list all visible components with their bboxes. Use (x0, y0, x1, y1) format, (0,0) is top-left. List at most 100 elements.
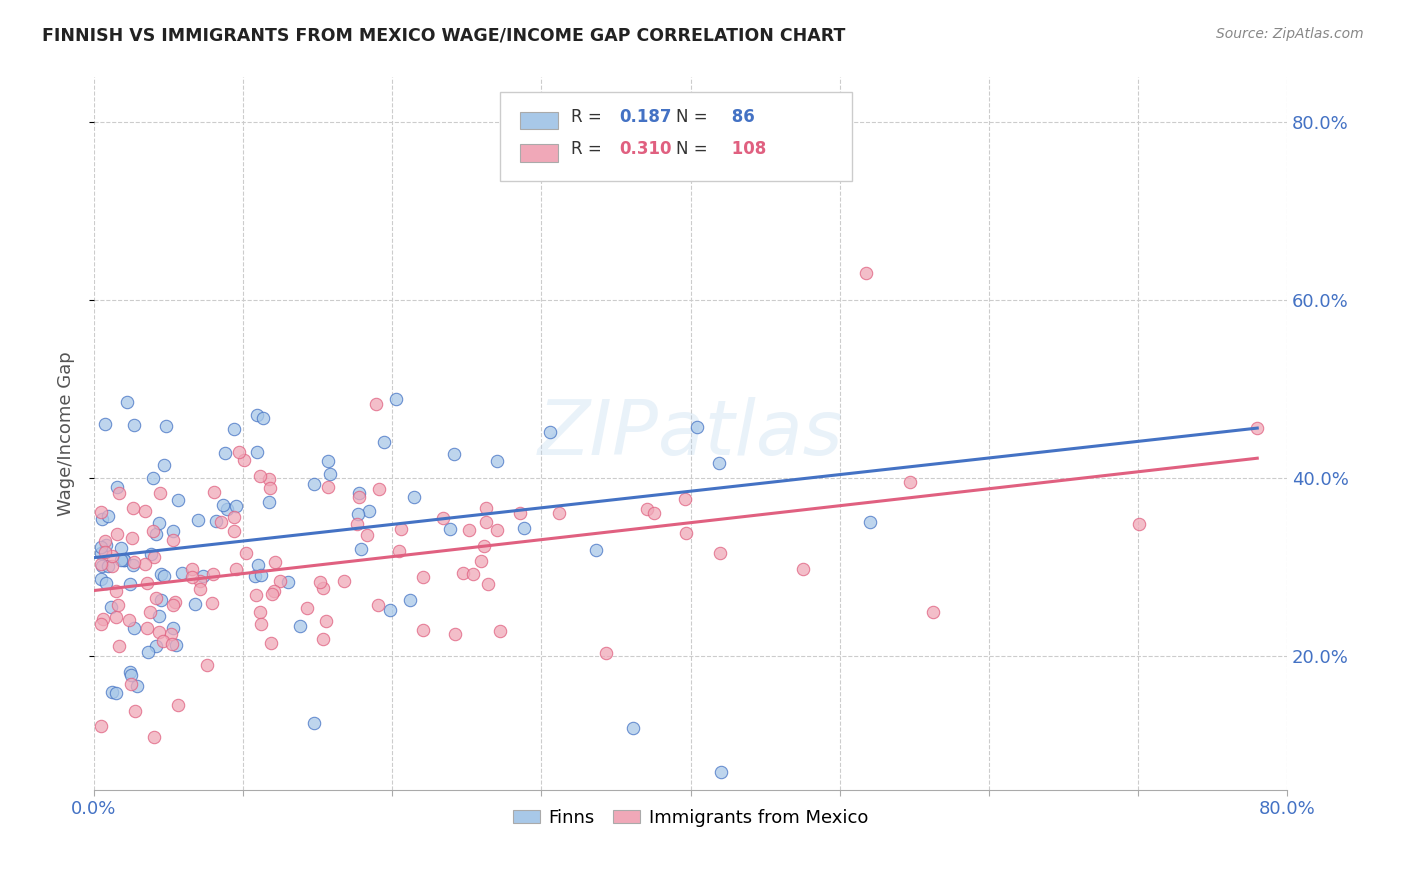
Point (162, 621, 184, 635)
Point (136, 621, 159, 635)
Point (538, 425, 561, 440)
Point (621, 721, 644, 735)
Point (470, 554, 492, 568)
Point (167, 492, 190, 507)
Point (475, 501, 498, 516)
Point (118, 665, 141, 680)
Point (105, 583, 128, 598)
Point (162, 598, 184, 612)
Point (184, 598, 207, 612)
Point (412, 623, 434, 637)
Point (595, 646, 617, 660)
Point (97, 559, 120, 574)
Point (100, 599, 122, 614)
Point (855, 266, 877, 280)
Point (707, 456, 730, 470)
Point (315, 614, 337, 628)
Point (145, 591, 167, 606)
Point (162, 533, 184, 548)
Point (710, 765, 733, 780)
Text: N =: N = (676, 140, 713, 158)
Point (188, 582, 211, 596)
Point (107, 598, 129, 612)
Point (112, 553, 135, 567)
Point (125, 679, 148, 693)
Point (249, 469, 271, 483)
Point (101, 684, 124, 698)
Point (367, 599, 389, 613)
Point (120, 577, 142, 591)
Point (214, 446, 236, 460)
Point (139, 606, 162, 620)
Point (139, 547, 162, 561)
Point (121, 531, 143, 545)
Point (269, 574, 291, 588)
Point (675, 526, 697, 541)
Point (91, 559, 114, 574)
Point (94, 545, 117, 559)
Point (451, 566, 474, 581)
Point (346, 517, 368, 532)
Point (117, 394, 139, 409)
Legend: Finns, Immigrants from Mexico: Finns, Immigrants from Mexico (505, 802, 876, 834)
Point (388, 544, 411, 558)
Point (439, 522, 461, 536)
Point (378, 603, 401, 617)
Point (101, 558, 124, 573)
Point (398, 592, 420, 607)
Point (97, 509, 120, 524)
Point (316, 481, 339, 495)
Point (477, 577, 499, 591)
Point (136, 575, 159, 590)
Point (443, 626, 465, 640)
Point (263, 584, 285, 599)
Point (101, 549, 124, 563)
Point (245, 588, 267, 602)
Point (316, 454, 339, 468)
Point (90, 540, 112, 554)
Point (432, 511, 454, 525)
Point (250, 616, 273, 631)
Point (709, 545, 731, 559)
Point (249, 605, 271, 619)
Point (195, 657, 218, 672)
Point (122, 558, 145, 572)
Point (112, 553, 135, 567)
Point (93, 534, 115, 549)
Point (148, 625, 170, 640)
Point (205, 514, 228, 528)
Point (148, 608, 170, 623)
Point (155, 419, 177, 434)
Point (252, 411, 274, 425)
Point (475, 515, 498, 529)
Point (458, 523, 481, 537)
Point (1246, 421, 1268, 435)
Point (485, 454, 508, 468)
Point (142, 524, 165, 539)
Point (509, 506, 531, 520)
Point (122, 417, 145, 432)
Point (153, 569, 176, 583)
Point (485, 523, 508, 537)
Point (110, 552, 132, 566)
Point (224, 510, 246, 524)
Point (163, 595, 186, 609)
Point (309, 574, 332, 589)
Point (263, 555, 285, 569)
Point (212, 498, 235, 512)
Point (347, 491, 370, 505)
Point (359, 504, 381, 518)
Point (585, 542, 607, 557)
Point (136, 645, 159, 659)
Point (90, 546, 112, 560)
Point (105, 480, 128, 494)
Point (235, 546, 257, 560)
Point (356, 528, 378, 542)
Text: 108: 108 (727, 140, 766, 158)
Point (461, 567, 484, 582)
Point (259, 481, 281, 495)
Point (247, 558, 270, 573)
Point (120, 668, 142, 682)
Point (187, 514, 209, 528)
Point (859, 515, 882, 529)
